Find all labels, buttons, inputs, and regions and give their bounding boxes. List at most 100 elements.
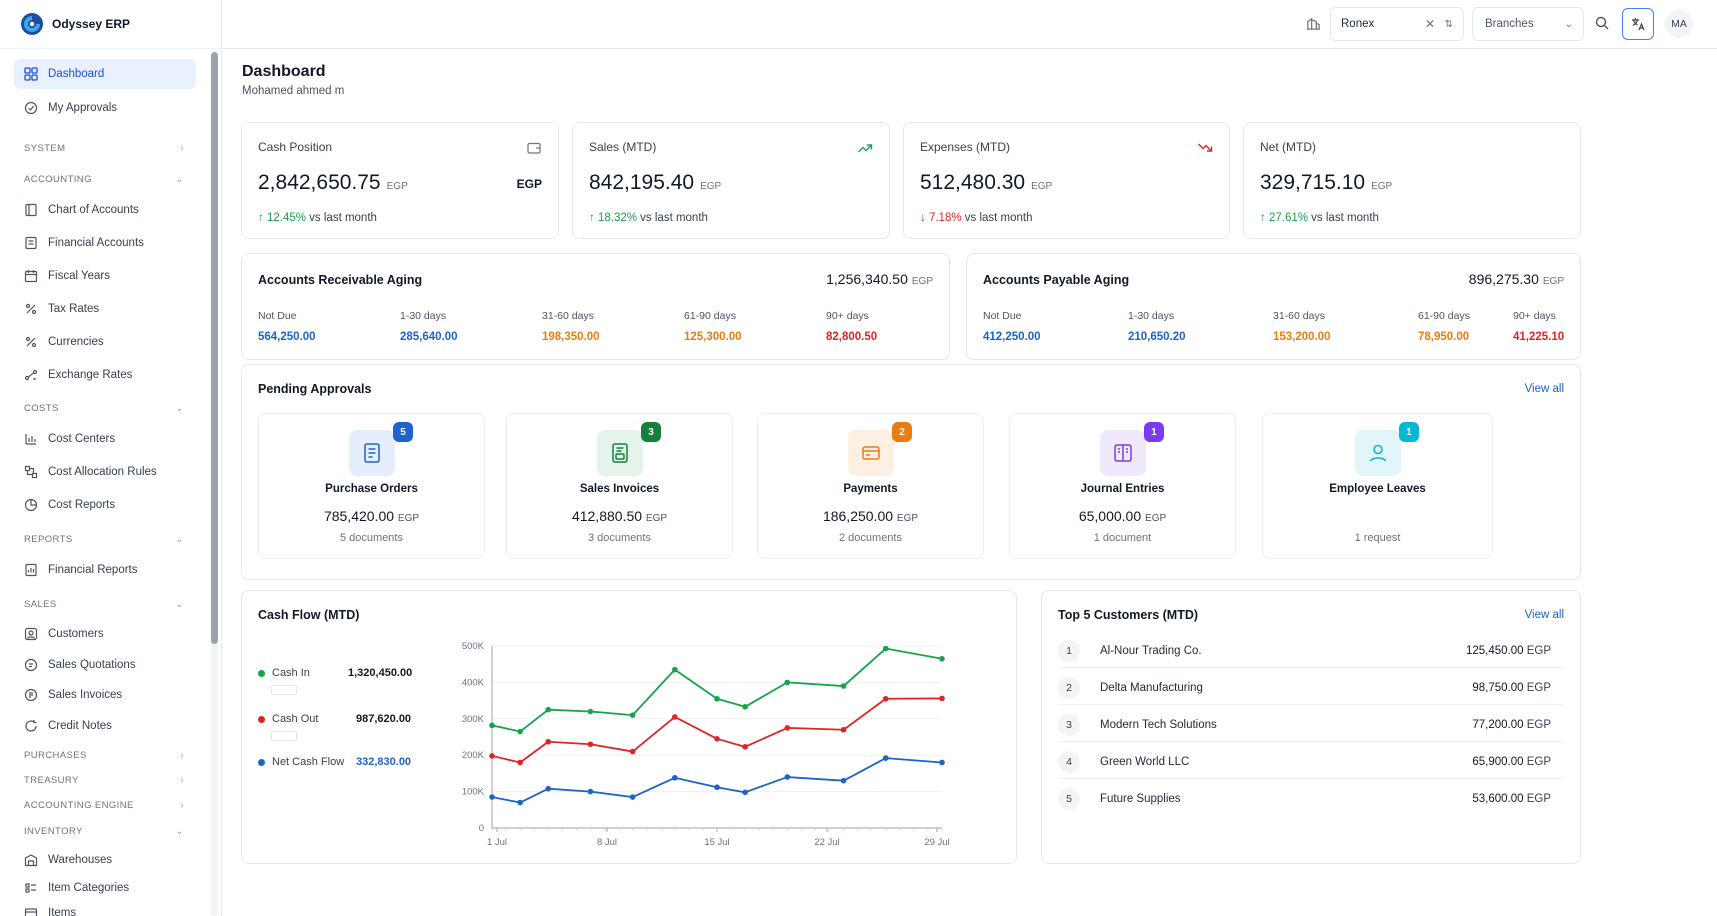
- customer-row[interactable]: 3 Modern Tech Solutions 77,200.00 EGP: [1058, 708, 1564, 742]
- section-costs[interactable]: COSTS ⌄: [24, 403, 184, 414]
- user-icon: [1369, 444, 1387, 462]
- company-select[interactable]: Ronex ✕ ⇅: [1330, 7, 1464, 41]
- user-avatar[interactable]: MA: [1665, 10, 1693, 38]
- journal-icon: [1114, 444, 1132, 462]
- sidebar-item-cost-centers[interactable]: Cost Centers: [14, 424, 196, 454]
- ap-aging-currency: EGP: [1542, 276, 1564, 287]
- data-point: [672, 774, 678, 781]
- sidebar-item-cost-reports[interactable]: Cost Reports: [14, 490, 196, 520]
- kpi-card-cash-position: Cash Position 2,842,650.75 EGP EGP ↑ 12.4…: [241, 122, 559, 239]
- sidebar-item-tax-rates[interactable]: Tax Rates: [14, 294, 196, 324]
- customer-row[interactable]: 2 Delta Manufacturing 98,750.00 EGP: [1058, 671, 1564, 705]
- aging-bucket-label: 61-90 days: [684, 310, 736, 322]
- section-label: REPORTS: [24, 534, 73, 545]
- aging-bucket-value: 285,640.00: [400, 331, 458, 343]
- approval-name: Journal Entries: [1080, 483, 1165, 495]
- approval-icon-bg: [848, 430, 894, 476]
- approval-amount-value: 785,420.00: [323, 508, 395, 524]
- y-tick-label: 400K: [462, 677, 485, 688]
- legend-item-net-cash-flow: Net Cash Flow: [258, 756, 344, 768]
- kpi-change-value: 7.18%: [928, 212, 962, 224]
- data-point: [882, 755, 889, 761]
- series-line-net-cash-flow: [491, 757, 943, 804]
- sidebar-item-sales-invoices[interactable]: Sales Invoices: [14, 680, 196, 710]
- approval-amount: 412,880.50 EGP: [507, 508, 732, 524]
- sidebar-item-financial-accounts[interactable]: Financial Accounts: [14, 228, 196, 258]
- sidebar-item-item-categories[interactable]: Item Categories: [14, 873, 196, 903]
- sidebar-scroll-thumb[interactable]: [211, 52, 218, 644]
- customer-amount: 77,200.00 EGP: [1472, 719, 1551, 731]
- sidebar-item-cost-allocation-rules[interactable]: Cost Allocation Rules: [14, 457, 196, 487]
- approval-name: Employee Leaves: [1329, 483, 1426, 495]
- legend-value: 1,320,450.00: [348, 667, 413, 679]
- customer-rank: 3: [1058, 713, 1080, 736]
- search-icon[interactable]: [1593, 14, 1611, 32]
- sidebar-scrollbar[interactable]: [211, 52, 218, 916]
- aging-bucket: 61-90 days 125,300.00: [684, 310, 804, 343]
- sidebar-item-financial-reports[interactable]: Financial Reports: [14, 555, 196, 585]
- branch-select[interactable]: Branches ⌄: [1472, 7, 1584, 41]
- customer-amount-value: 77,200.00: [1472, 718, 1524, 731]
- approval-amount: 186,250.00 EGP: [758, 508, 983, 524]
- sidebar-item-dashboard[interactable]: Dashboard: [14, 59, 196, 89]
- approval-amount-currency: EGP: [397, 513, 420, 524]
- kpi-change-suffix: vs last month: [640, 212, 708, 224]
- data-point: [714, 695, 720, 702]
- language-toggle-button[interactable]: [1622, 8, 1654, 40]
- legend-value: 332,830.00: [356, 756, 412, 768]
- customer-row[interactable]: 5 Future Supplies 53,600.00 EGP: [1058, 782, 1564, 816]
- aging-bucket: 31-60 days 153,200.00: [1273, 310, 1393, 343]
- ap-aging-card: Accounts Payable Aging 896,275.30 EGP Not…: [966, 253, 1581, 360]
- sidebar-item-exchange-rates[interactable]: Exchange Rates: [14, 360, 196, 390]
- customer-row[interactable]: 1 Al-Nour Trading Co. 125,450.00 EGP: [1058, 634, 1564, 668]
- sidebar-item-label: Cost Reports: [48, 499, 116, 511]
- section-accounting-engine[interactable]: ACCOUNTING ENGINE ›: [24, 800, 184, 811]
- aging-bucket-label: 31-60 days: [1273, 310, 1325, 322]
- translate-icon: [1632, 18, 1645, 31]
- approval-card-purchase-orders[interactable]: 5 Purchase Orders 785,420.00 EGP 5 docum…: [258, 413, 485, 559]
- section-reports[interactable]: REPORTS ⌄: [24, 534, 184, 545]
- sidebar-item-items[interactable]: Items: [14, 898, 196, 916]
- data-point: [587, 741, 594, 748]
- sidebar-item-chart-of-accounts[interactable]: Chart of Accounts: [14, 195, 196, 225]
- kpi-change-suffix: vs last month: [964, 212, 1033, 224]
- top-customers-view-all-link[interactable]: View all: [1524, 609, 1564, 621]
- section-treasury[interactable]: TREASURY ›: [24, 775, 184, 786]
- sidebar-item-warehouses[interactable]: Warehouses: [14, 845, 196, 875]
- section-accounting[interactable]: ACCOUNTING ⌄: [24, 174, 184, 185]
- approval-amount-currency: EGP: [1145, 513, 1167, 524]
- chevron-down-icon: ⌄: [175, 599, 184, 610]
- approval-card-payments[interactable]: 2 Payments 186,250.00 EGP 2 documents: [757, 413, 984, 559]
- sidebar-item-my-approvals[interactable]: My Approvals: [14, 93, 196, 123]
- data-point: [517, 759, 523, 766]
- arrow-up-icon: ↑: [589, 212, 595, 224]
- approval-card-sales-invoices[interactable]: 3 Sales Invoices 412,880.50 EGP 3 docume…: [506, 413, 733, 559]
- approval-card-employee-leaves[interactable]: 1 Employee Leaves 1 request: [1262, 413, 1493, 559]
- sidebar-item-fiscal-years[interactable]: Fiscal Years: [14, 261, 196, 291]
- sidebar-item-customers[interactable]: Customers: [14, 619, 196, 649]
- section-purchases[interactable]: PURCHASES ›: [24, 750, 184, 761]
- chevron-updown-icon[interactable]: ⇅: [1444, 18, 1453, 30]
- customer-amount: 125,450.00 EGP: [1466, 645, 1551, 657]
- main-content: Dashboard Mohamed ahmed m Cash Position …: [223, 50, 1717, 916]
- sidebar-item-credit-notes[interactable]: Credit Notes: [14, 711, 196, 741]
- chevron-down-icon: ⌄: [1564, 18, 1573, 30]
- approval-card-journal-entries[interactable]: 1 Journal Entries 65,000.00 EGP 1 docume…: [1009, 413, 1236, 559]
- aging-bucket: Not Due 412,250.00: [983, 310, 1103, 343]
- x-tick-label: 8 Jul: [597, 837, 617, 848]
- sidebar-item-currencies[interactable]: Currencies: [14, 327, 196, 357]
- section-system[interactable]: SYSTEM ›: [24, 143, 184, 154]
- section-inventory[interactable]: INVENTORY ⌄: [24, 826, 184, 837]
- clear-icon[interactable]: ✕: [1424, 17, 1435, 31]
- customer-row[interactable]: 4 Green World LLC 65,900.00 EGP: [1058, 745, 1564, 779]
- sidebar-item-label: Warehouses: [48, 854, 113, 866]
- pending-view-all-link[interactable]: View all: [1524, 383, 1564, 395]
- brand[interactable]: Odyssey ERP: [0, 0, 221, 49]
- customer-amount-currency: EGP: [1526, 755, 1551, 768]
- sidebar-item-sales-quotations[interactable]: Sales Quotations: [14, 650, 196, 680]
- customer-amount: 98,750.00 EGP: [1472, 682, 1551, 694]
- company-switch-icon[interactable]: [1304, 14, 1322, 32]
- data-point: [629, 712, 636, 718]
- chevron-down-icon: ⌄: [175, 534, 184, 545]
- section-sales[interactable]: SALES ⌄: [24, 599, 184, 610]
